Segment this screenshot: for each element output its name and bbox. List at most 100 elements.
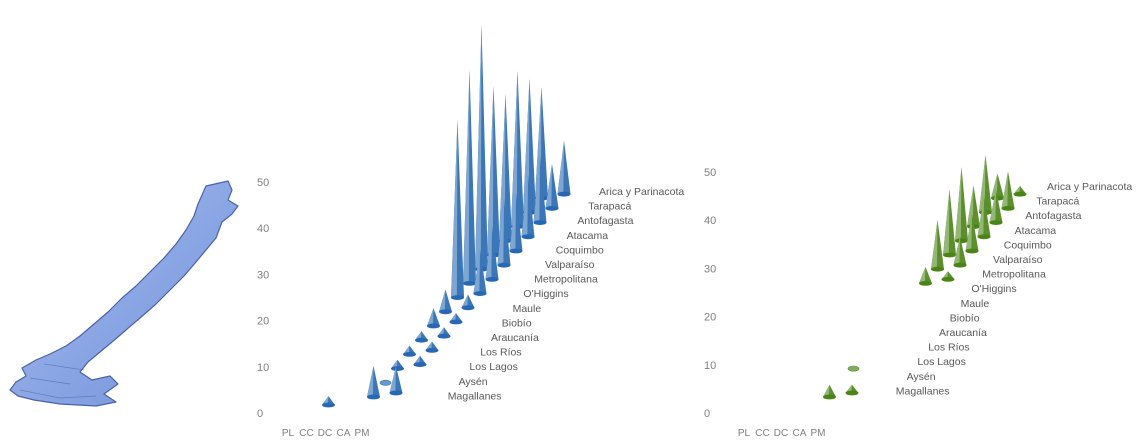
category-label: PL (738, 428, 751, 439)
category-label: PL (282, 428, 295, 439)
region-label: Maule (513, 303, 542, 315)
y-tick-label: 50 (257, 177, 269, 189)
cone-mark (1001, 171, 1015, 211)
category-label: DC (774, 428, 788, 439)
cone-mark (533, 155, 547, 226)
cone-mark (509, 193, 523, 254)
cone-mark (322, 396, 335, 408)
region-label: Magallanes (896, 385, 950, 397)
region-label: Atacama (567, 230, 609, 242)
y-tick-label: 20 (257, 316, 269, 328)
region-label: Antofagasta (577, 215, 633, 227)
region-label: Metropolitana (534, 274, 598, 286)
chile-map-shape (9, 180, 239, 407)
category-label: PM (355, 428, 370, 439)
cone-mark (415, 331, 428, 343)
cone-mark (823, 384, 836, 400)
y-tick-label: 0 (257, 408, 263, 420)
cone-mark (931, 220, 944, 272)
cone-mark (403, 345, 416, 357)
region-label: Maule (961, 298, 990, 310)
y-tick-label: 50 (704, 167, 716, 179)
category-label: CC (755, 428, 769, 439)
cone-mark (463, 69, 476, 286)
cone-mark (449, 313, 463, 325)
y-tick-label: 40 (257, 223, 269, 235)
region-label: Los Lagos (917, 356, 965, 368)
region-label: Tarapacá (1036, 196, 1079, 208)
cone-mark (521, 174, 535, 240)
y-tick-label: 40 (704, 215, 716, 227)
region-label: Los Ríos (480, 347, 521, 359)
cone-mark (943, 189, 956, 258)
y-tick-label: 10 (704, 360, 716, 372)
cone-mark (391, 359, 404, 371)
category-label: PM (811, 428, 826, 439)
cone-mark (425, 341, 439, 353)
region-label: Coquimbo (1004, 239, 1052, 251)
region-label: Coquimbo (556, 244, 604, 256)
chile-map-icon (9, 180, 239, 407)
region-label: Antofagasta (1025, 210, 1081, 222)
cone-mark (965, 214, 979, 254)
cone-mark (511, 70, 524, 230)
region-label: Aysén (459, 376, 488, 388)
cone-mark (473, 249, 487, 296)
region-label: Los Lagos (469, 361, 517, 373)
cone-mark (941, 271, 955, 282)
cone-mark (1013, 186, 1027, 197)
cone-mark (437, 327, 451, 339)
region-label: Arica y Parinacota (599, 186, 684, 198)
cone-mark (389, 366, 403, 396)
chart-green: 0 10 20 30 40 50 PL CC DC CA PM Arica y Parinacota T… (704, 155, 1132, 439)
region-label: Valparaíso (545, 259, 595, 271)
cone-mark (989, 189, 1003, 226)
y-tick-label: 20 (704, 312, 716, 324)
cone-mark (379, 379, 392, 386)
region-label: Biobío (502, 317, 532, 329)
region-label: Tarapacá (588, 201, 631, 213)
cone-mark (451, 119, 464, 300)
region-label: Metropolitana (982, 269, 1046, 281)
category-label: CA (793, 428, 807, 439)
cone-mark (497, 198, 511, 268)
category-label: CC (299, 428, 313, 439)
cone-mark (485, 226, 499, 282)
region-label: Arica y Parinacota (1047, 181, 1132, 193)
cone-mark (991, 173, 1004, 201)
y-tick-label: 0 (704, 408, 710, 420)
region-label: Magallanes (448, 390, 502, 402)
region-label: Araucanía (491, 332, 539, 344)
cone-mark (967, 185, 980, 230)
region-label: Atacama (1015, 225, 1057, 237)
category-label: DC (318, 428, 332, 439)
y-tick-label: 30 (257, 269, 269, 281)
cone-mark (977, 195, 991, 240)
cone-mark (953, 236, 967, 268)
region-label: O'Higgins (971, 283, 1016, 295)
region-label: Valparaíso (993, 254, 1043, 266)
region-label: Biobío (950, 312, 980, 324)
cone-mark (845, 384, 859, 396)
cone-mark (919, 267, 932, 286)
cone-mark (487, 85, 500, 258)
cone-mark (545, 163, 559, 211)
cone-mark (367, 365, 380, 400)
cone-mark (427, 308, 440, 329)
cone-mark (461, 294, 475, 311)
category-label: CA (337, 428, 351, 439)
cone-mark (413, 355, 427, 367)
region-label: Los Ríos (928, 342, 969, 354)
y-tick-label: 30 (704, 263, 716, 275)
cone-mark (439, 289, 452, 315)
cone-mark (557, 140, 571, 197)
cone-mark (475, 24, 488, 272)
region-label: O'Higgins (523, 288, 568, 300)
chart-blue: 0 10 20 30 40 50 PL CC DC CA PM Arica y Parinacota T… (257, 24, 684, 439)
region-label: Araucanía (939, 327, 987, 339)
cone-mark (955, 167, 968, 244)
region-label: Aysén (907, 371, 936, 383)
y-tick-label: 10 (257, 362, 269, 374)
cone-mark (847, 365, 860, 372)
